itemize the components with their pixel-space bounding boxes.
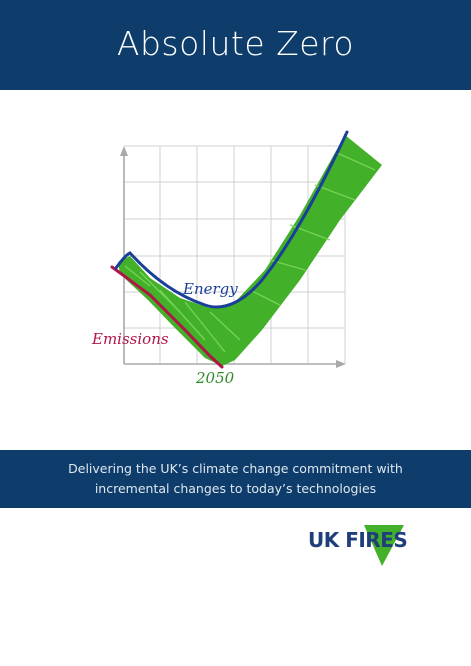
- energy-label: Energy: [182, 280, 238, 298]
- page-title: Absolute Zero: [116, 23, 355, 63]
- checkmark-graph: Energy Emissions 2050: [91, 130, 382, 387]
- emissions-label: Emissions: [91, 330, 169, 348]
- subtitle-banner: Delivering the UK’s climate change commi…: [0, 450, 471, 508]
- energy-line: [114, 130, 349, 309]
- subtitle-line-2: incremental changes to today’s technolog…: [94, 481, 377, 496]
- subtitle-line-1: Delivering the UK’s climate change commi…: [68, 461, 403, 476]
- cover-figure: Energy Emissions 2050: [0, 90, 471, 450]
- logo-text: UK FIRES: [308, 528, 408, 552]
- emissions-line: [110, 265, 224, 369]
- uk-fires-logo: UK FIRES: [308, 520, 418, 570]
- header-banner: Absolute Zero: [0, 0, 471, 90]
- year-label: 2050: [195, 369, 235, 387]
- green-triangle-icon: [364, 525, 404, 566]
